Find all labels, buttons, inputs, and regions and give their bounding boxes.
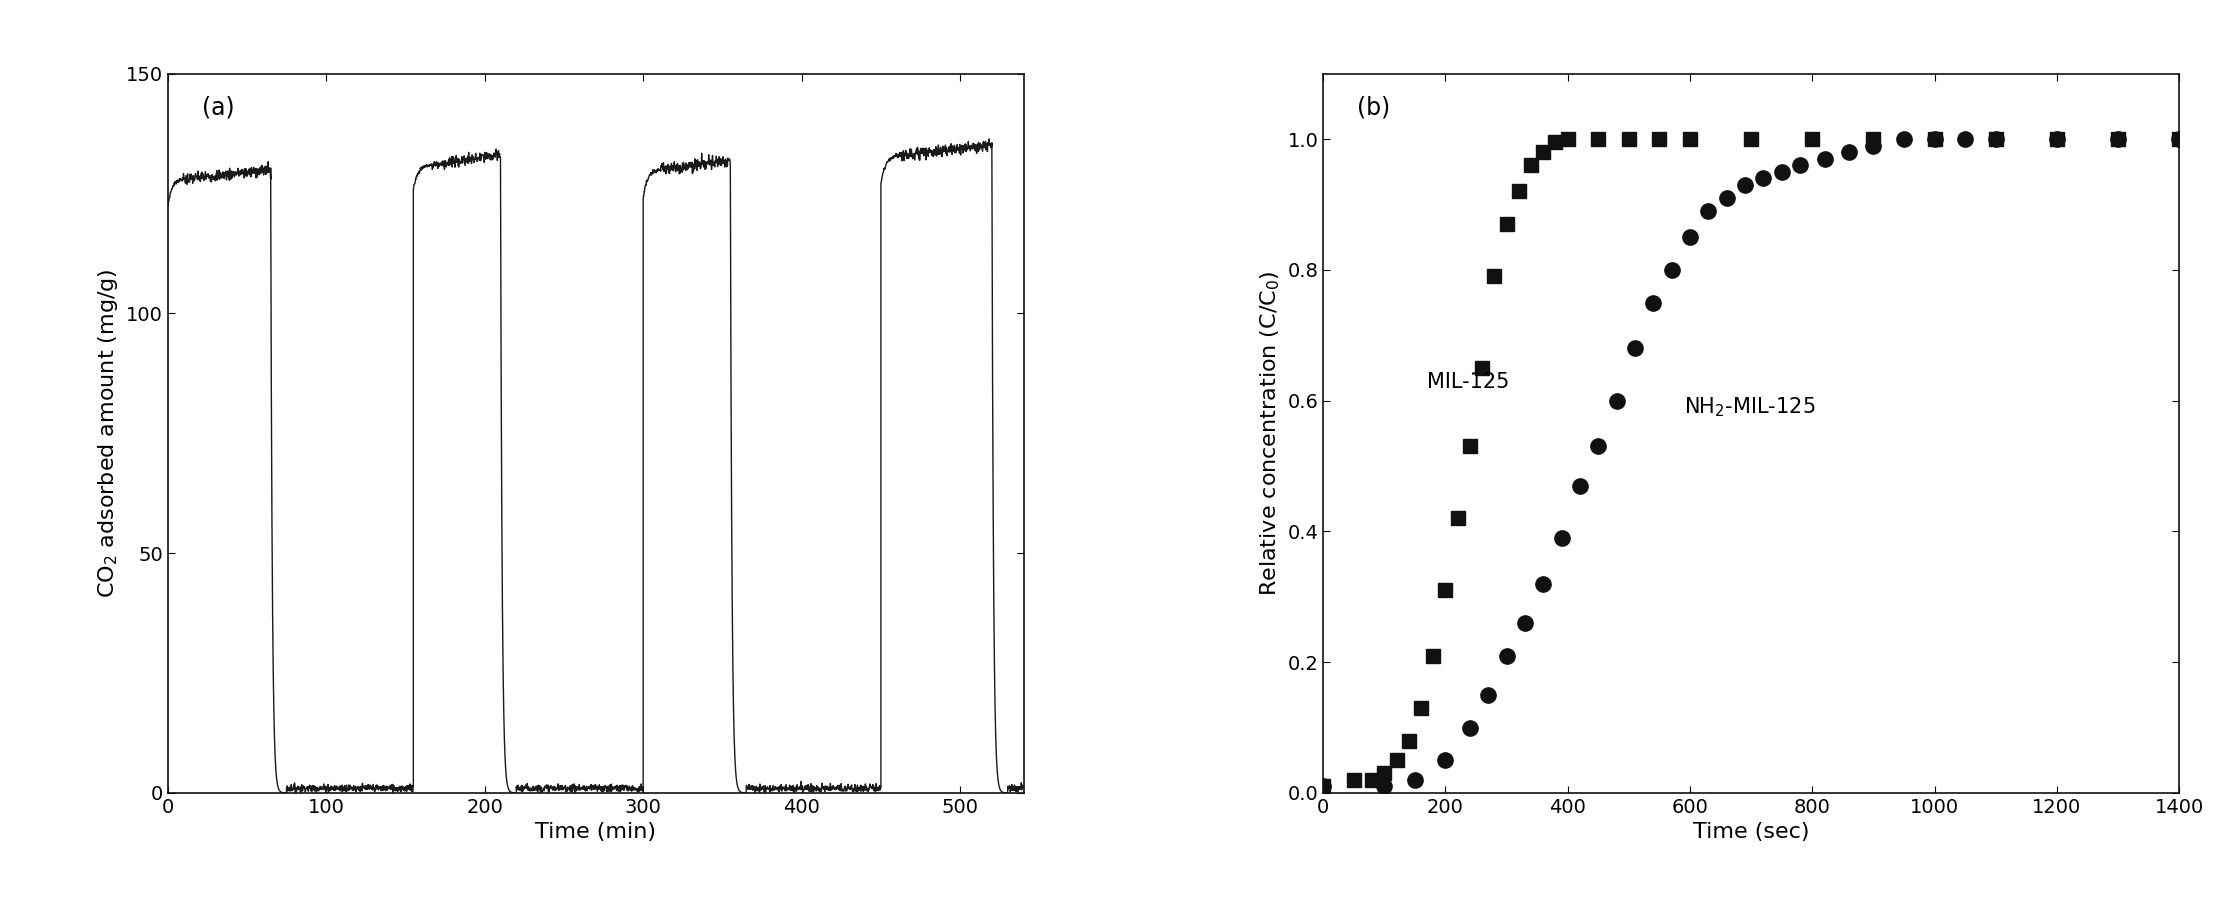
- Y-axis label: Relative concentration (C/C$_0$): Relative concentration (C/C$_0$): [1258, 270, 1283, 597]
- X-axis label: Time (sec): Time (sec): [1692, 822, 1810, 843]
- X-axis label: Time (min): Time (min): [534, 822, 657, 843]
- Text: (a): (a): [201, 95, 235, 119]
- Text: NH$_2$-MIL-125: NH$_2$-MIL-125: [1683, 396, 1815, 420]
- Text: (b): (b): [1357, 95, 1390, 119]
- Y-axis label: CO$_2$ adsorbed amount (mg/g): CO$_2$ adsorbed amount (mg/g): [96, 268, 121, 598]
- Text: MIL-125: MIL-125: [1428, 372, 1509, 392]
